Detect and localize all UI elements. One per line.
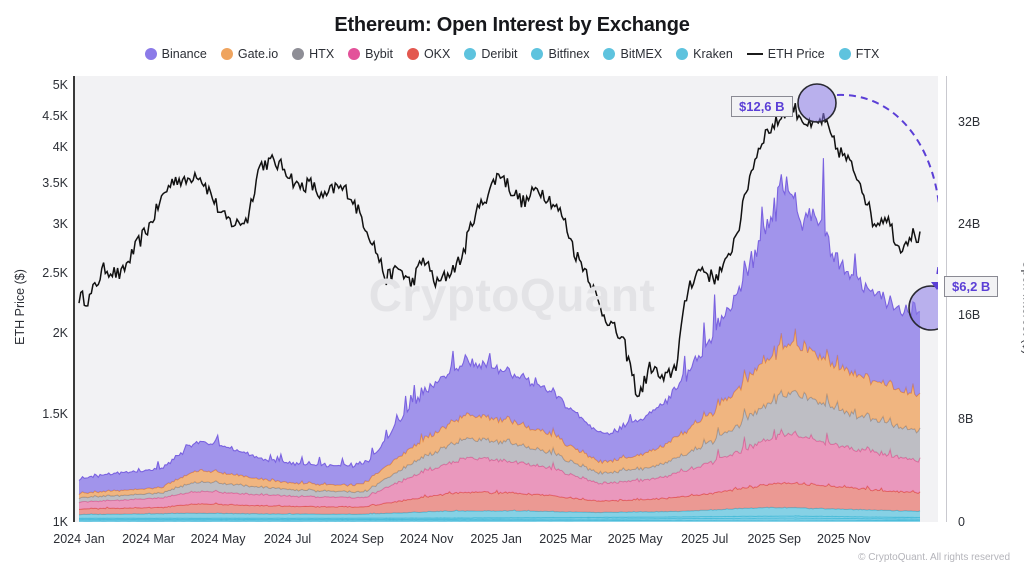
legend-label: ETH Price bbox=[767, 47, 825, 61]
plot-svg bbox=[78, 100, 921, 522]
plot-area bbox=[75, 76, 938, 522]
area-series-okx bbox=[79, 482, 920, 515]
legend-item-okx[interactable]: OKX bbox=[406, 47, 451, 61]
x-tick: 2024 Jul bbox=[263, 532, 312, 546]
x-tick: 2024 Jan bbox=[53, 532, 105, 546]
x-tick: 2025 Nov bbox=[816, 532, 871, 546]
peak-callout: $12,6 B bbox=[731, 96, 793, 117]
left-y-tick: 4.5K bbox=[42, 109, 68, 123]
legend-item-bybit[interactable]: Bybit bbox=[348, 47, 393, 61]
legend-label: BitMEX bbox=[620, 47, 663, 61]
legend-label: Bitfinex bbox=[548, 47, 590, 61]
dot-marker-icon bbox=[220, 48, 233, 60]
area-outline-binance bbox=[78, 158, 921, 481]
left-axis-ticks: 5K 4.5K 4K 3.5K 3K 2.5K 2K 1.5K 1K bbox=[0, 0, 68, 576]
dot-marker-icon bbox=[464, 48, 477, 60]
right-y-tick: 16B bbox=[958, 308, 981, 322]
left-y-tick: 1K bbox=[52, 515, 68, 529]
legend-item-bitmex[interactable]: BitMEX bbox=[603, 47, 662, 61]
x-tick: 2025 Jan bbox=[470, 532, 522, 546]
page-title: Ethereum: Open Interest by Exchange bbox=[334, 14, 690, 36]
x-tick: 2024 Mar bbox=[122, 532, 175, 546]
x-tick: 2024 Sep bbox=[330, 532, 384, 546]
legend-label: Binance bbox=[161, 47, 207, 61]
legend-item-eth-price[interactable]: ETH Price bbox=[746, 47, 825, 61]
right-y-tick: 32B bbox=[958, 115, 981, 129]
x-tick: 2024 Nov bbox=[399, 532, 454, 546]
left-y-tick: 2K bbox=[52, 326, 68, 340]
area-series-htx bbox=[79, 390, 920, 503]
peak-highlight-circle bbox=[797, 83, 837, 123]
left-y-tick: 2.5K bbox=[42, 266, 68, 280]
right-y-tick: 8B bbox=[958, 412, 974, 426]
x-tick: 2025 Mar bbox=[539, 532, 593, 546]
left-y-tick: 3.5K bbox=[42, 176, 68, 190]
current-highlight-circle bbox=[908, 285, 938, 331]
legend-item-htx[interactable]: HTX bbox=[292, 47, 334, 61]
legend-item-kraken[interactable]: Kraken bbox=[676, 47, 733, 61]
left-axis-label: ETH Price ($) bbox=[12, 269, 27, 345]
left-axis-line bbox=[73, 76, 75, 522]
legend-label: Gate.io bbox=[237, 47, 279, 61]
legend-label: FTX bbox=[855, 47, 880, 61]
legend-label: Kraken bbox=[693, 47, 733, 61]
legend-label: OKX bbox=[423, 47, 451, 61]
dot-marker-icon bbox=[531, 48, 544, 60]
legend-label: Bybit bbox=[365, 47, 393, 61]
legend-item-bitfinex[interactable]: Bitfinex bbox=[531, 47, 589, 61]
x-tick: 2025 Sep bbox=[747, 532, 801, 546]
dot-marker-icon bbox=[406, 48, 419, 60]
annotation-overlay bbox=[797, 83, 938, 331]
left-y-tick: 4K bbox=[52, 140, 68, 154]
legend-item-gate-io[interactable]: Gate.io bbox=[220, 47, 279, 61]
dot-marker-icon bbox=[292, 48, 305, 60]
left-y-tick: 1.5K bbox=[42, 407, 68, 421]
legend-item-binance[interactable]: Binance bbox=[144, 47, 207, 61]
dot-marker-icon bbox=[603, 48, 616, 60]
legend-label: HTX bbox=[309, 47, 335, 61]
dot-marker-icon bbox=[348, 48, 361, 60]
legend-item-deribit[interactable]: Deribit bbox=[464, 47, 517, 61]
right-axis-line bbox=[946, 76, 947, 522]
x-tick: 2025 Jul bbox=[681, 532, 729, 546]
current-callout: $6,2 B bbox=[944, 276, 999, 297]
line-marker-icon bbox=[746, 53, 763, 55]
copyright-footer: © CryptoQuant. All rights reserved bbox=[858, 552, 1010, 563]
x-tick: 2025 May bbox=[607, 532, 663, 546]
left-y-tick: 5K bbox=[52, 78, 68, 92]
decline-arrow-curve bbox=[836, 93, 938, 277]
legend-label: Deribit bbox=[481, 47, 518, 61]
chart-legend: Binance Gate.io HTX Bybit OKX Deribit Bitfinex… bbox=[0, 47, 1024, 61]
area-series-binance bbox=[79, 158, 920, 495]
dot-marker-icon bbox=[838, 48, 851, 60]
x-tick: 2024 May bbox=[190, 532, 246, 546]
dot-marker-icon bbox=[676, 48, 689, 60]
right-y-tick: 24B bbox=[958, 217, 981, 231]
decline-arrow-head bbox=[931, 282, 938, 290]
area-series-bybit bbox=[79, 429, 920, 510]
eth-price-line bbox=[78, 100, 921, 398]
left-y-tick: 3K bbox=[52, 217, 68, 231]
right-y-tick: 0 bbox=[958, 515, 965, 529]
right-axis-label: Open Interest ($) bbox=[1020, 259, 1024, 355]
area-series-gate-io bbox=[79, 328, 920, 499]
right-axis-ticks: 32B 24B 16B 8B 0 bbox=[958, 0, 1018, 576]
legend-item-ftx[interactable]: FTX bbox=[838, 47, 880, 61]
dot-marker-icon bbox=[144, 48, 157, 60]
